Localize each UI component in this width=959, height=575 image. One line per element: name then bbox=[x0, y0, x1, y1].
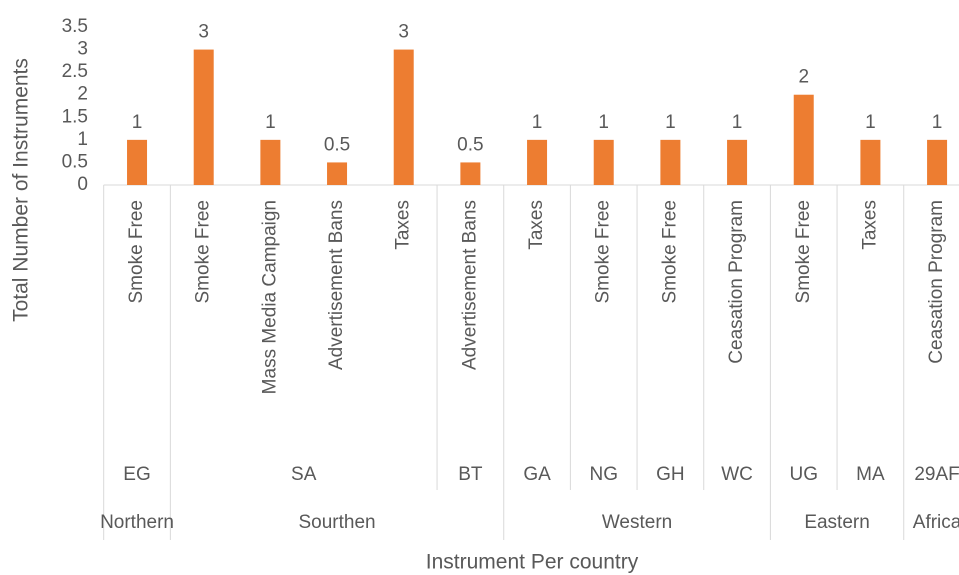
bar bbox=[393, 49, 414, 186]
x-tick-label: Smoke Free bbox=[793, 200, 814, 303]
data-label: 1 bbox=[132, 112, 143, 133]
region-label: Africa bbox=[913, 512, 959, 533]
data-label: 2 bbox=[798, 67, 809, 88]
country-label: SA bbox=[291, 464, 317, 485]
country-label: GH bbox=[656, 464, 685, 485]
country-label: UG bbox=[789, 464, 818, 485]
y-tick-label: 1.5 bbox=[62, 106, 88, 127]
bar bbox=[860, 139, 881, 185]
country-label: GA bbox=[523, 464, 551, 485]
data-label: 3 bbox=[398, 22, 409, 43]
bar bbox=[460, 162, 481, 185]
country-label: EG bbox=[123, 464, 150, 485]
country-label: NG bbox=[589, 464, 618, 485]
x-tick-label: Ceasation Program bbox=[926, 200, 947, 364]
y-tick-label: 1 bbox=[77, 129, 88, 150]
bar bbox=[193, 49, 214, 186]
country-label: BT bbox=[458, 464, 483, 485]
data-label: 1 bbox=[598, 112, 609, 133]
country-label: WC bbox=[721, 464, 753, 485]
x-tick-label: Smoke Free bbox=[659, 200, 680, 303]
x-tick-label: Taxes bbox=[859, 200, 880, 250]
region-label: Northern bbox=[100, 512, 174, 533]
bar bbox=[527, 139, 548, 185]
data-label: 1 bbox=[265, 112, 276, 133]
x-tick-label: Taxes bbox=[393, 200, 414, 250]
bar bbox=[927, 139, 948, 185]
y-tick-label: 0.5 bbox=[62, 151, 88, 172]
x-tick-label: Advertisement Bans bbox=[326, 200, 347, 370]
region-label: Western bbox=[602, 512, 672, 533]
bar bbox=[127, 139, 148, 185]
data-label: 1 bbox=[732, 112, 743, 133]
x-tick-label: Smoke Free bbox=[593, 200, 614, 303]
data-label: 1 bbox=[532, 112, 543, 133]
bar bbox=[260, 139, 281, 185]
y-tick-label: 3.5 bbox=[62, 16, 88, 37]
bar bbox=[727, 139, 748, 185]
country-label: 29AF bbox=[914, 464, 959, 485]
data-label: 1 bbox=[932, 112, 943, 133]
bar bbox=[327, 162, 348, 185]
x-tick-label: Advertisement Bans bbox=[459, 200, 480, 370]
bar bbox=[793, 94, 814, 185]
y-tick-label: 3 bbox=[77, 39, 88, 60]
x-tick-label: Ceasation Program bbox=[726, 200, 747, 364]
x-tick-label: Mass Media Campaign bbox=[259, 200, 280, 394]
bar bbox=[660, 139, 681, 185]
data-label: 1 bbox=[865, 112, 876, 133]
y-tick-label: 0 bbox=[77, 174, 88, 195]
data-label: 1 bbox=[665, 112, 676, 133]
country-label: MA bbox=[856, 464, 885, 485]
y-tick-label: 2.5 bbox=[62, 61, 88, 82]
x-axis-title: Instrument Per country bbox=[426, 551, 639, 574]
y-tick-label: 2 bbox=[77, 84, 88, 105]
y-axis-title: Total Number of Instruments bbox=[10, 58, 33, 322]
bar bbox=[593, 139, 614, 185]
data-label: 0.5 bbox=[457, 134, 483, 155]
data-label: 0.5 bbox=[324, 134, 350, 155]
x-tick-label: Smoke Free bbox=[193, 200, 214, 303]
data-label: 3 bbox=[198, 22, 209, 43]
x-tick-label: Taxes bbox=[526, 200, 547, 250]
x-tick-label: Smoke Free bbox=[126, 200, 147, 303]
region-label: Sourthen bbox=[298, 512, 375, 533]
region-label: Eastern bbox=[804, 512, 869, 533]
